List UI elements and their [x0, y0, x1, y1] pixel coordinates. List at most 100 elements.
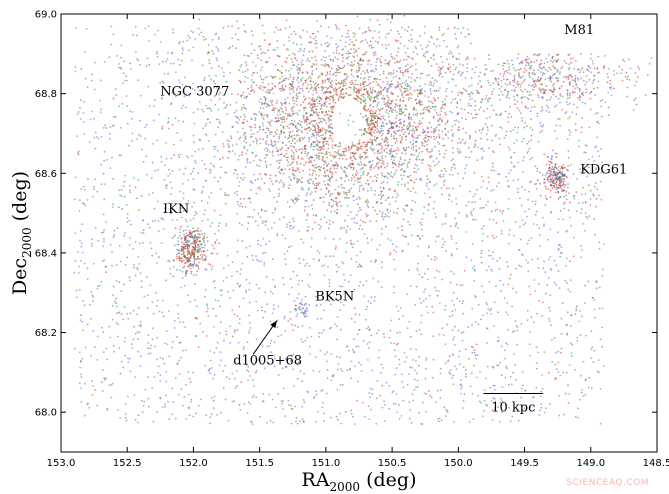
star-point — [336, 355, 338, 358]
star-point — [358, 361, 360, 364]
star-point — [249, 327, 252, 329]
star-point — [357, 100, 359, 102]
star-point — [310, 98, 313, 101]
star-point — [285, 366, 287, 369]
star-point — [295, 169, 298, 172]
star-point — [347, 149, 350, 152]
star-point — [296, 140, 299, 143]
star-point — [584, 102, 586, 105]
star-point — [264, 156, 267, 159]
star-point — [584, 200, 587, 203]
star-point — [282, 181, 284, 184]
star-point — [548, 163, 551, 166]
star-point — [168, 355, 171, 358]
star-point — [521, 90, 524, 93]
star-point — [131, 117, 133, 120]
star-point — [156, 55, 159, 58]
star-point — [245, 166, 247, 168]
star-point — [141, 400, 143, 402]
star-point — [275, 147, 278, 149]
star-point — [445, 134, 448, 137]
star-point — [426, 140, 429, 143]
star-point — [593, 308, 596, 311]
star-point — [272, 279, 275, 281]
star-point — [300, 129, 303, 132]
star-point — [181, 183, 184, 185]
star-point — [147, 342, 150, 344]
star-point — [229, 104, 232, 106]
star-point — [369, 138, 372, 141]
star-point — [536, 167, 539, 170]
star-point — [350, 377, 352, 379]
star-point — [170, 186, 173, 189]
star-point — [382, 117, 385, 120]
star-point — [202, 110, 205, 113]
star-point — [383, 166, 386, 169]
star-point — [313, 105, 316, 108]
star-point — [82, 121, 85, 123]
star-point — [246, 228, 249, 230]
star-point — [90, 242, 93, 245]
star-point — [174, 227, 177, 230]
star-point — [460, 392, 462, 395]
star-point — [580, 212, 583, 214]
star-point — [212, 399, 215, 402]
star-point — [358, 139, 361, 142]
star-point — [341, 79, 343, 82]
star-point — [356, 94, 358, 97]
star-point — [197, 148, 200, 151]
star-point — [500, 290, 502, 293]
star-point — [450, 254, 453, 257]
star-point — [336, 338, 338, 341]
star-point — [320, 134, 322, 137]
star-point — [262, 117, 264, 119]
star-point — [251, 74, 253, 77]
star-point — [547, 156, 549, 159]
star-point — [474, 144, 477, 147]
star-point — [266, 136, 268, 139]
star-point — [402, 314, 404, 317]
star-point — [411, 133, 414, 136]
star-point — [524, 389, 527, 391]
star-point — [576, 177, 578, 180]
star-point — [301, 131, 304, 134]
star-point — [219, 188, 222, 191]
star-point — [257, 239, 259, 242]
star-point — [175, 71, 177, 73]
star-point — [318, 181, 321, 184]
star-point — [374, 261, 376, 264]
star-point — [397, 194, 399, 197]
star-point — [256, 178, 259, 181]
star-point — [502, 283, 505, 286]
star-point — [282, 118, 284, 120]
star-point — [324, 59, 326, 62]
star-point — [208, 75, 211, 77]
star-point — [278, 188, 280, 191]
star-point — [445, 415, 447, 417]
star-point — [460, 387, 462, 390]
star-point — [297, 72, 300, 75]
star-point — [210, 413, 213, 415]
star-point — [204, 295, 206, 298]
star-point — [94, 131, 97, 134]
star-point — [231, 93, 233, 95]
star-point — [342, 56, 345, 59]
star-point — [581, 201, 584, 204]
star-point — [123, 79, 126, 82]
star-point — [139, 325, 142, 328]
star-point — [353, 221, 356, 224]
star-point — [417, 385, 419, 388]
star-point — [183, 396, 186, 398]
star-point — [486, 312, 489, 315]
star-point — [474, 100, 476, 102]
star-point — [328, 184, 331, 187]
star-point — [593, 194, 595, 197]
star-point — [153, 376, 156, 378]
star-point — [192, 188, 195, 191]
star-point — [348, 147, 350, 150]
star-point — [458, 52, 461, 55]
star-point — [430, 82, 432, 84]
star-point — [450, 238, 453, 240]
star-point — [569, 164, 572, 166]
